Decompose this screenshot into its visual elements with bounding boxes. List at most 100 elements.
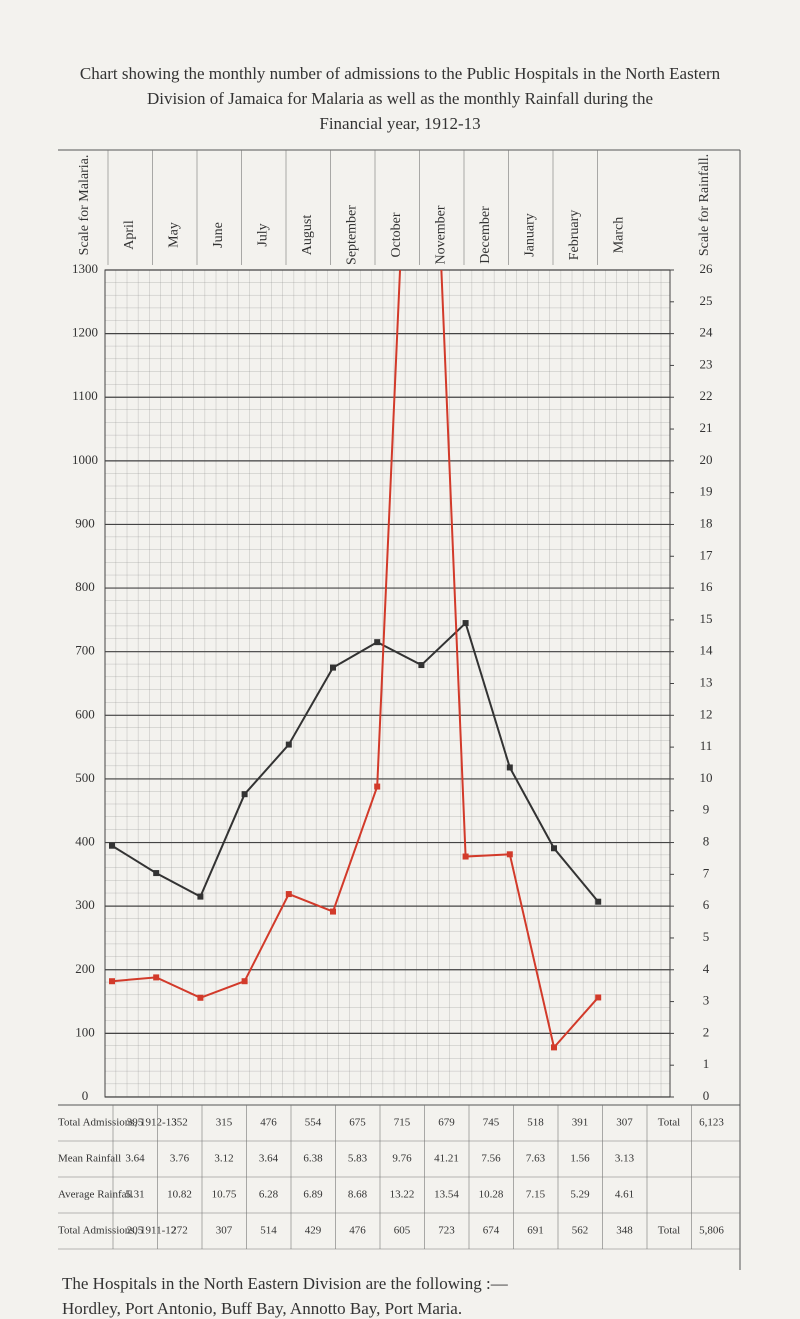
y-tick-label: 700 (75, 643, 95, 658)
x-tick-label: November (434, 205, 449, 264)
table-cell: 5,806 (699, 1225, 724, 1237)
point-marker (374, 783, 381, 790)
table-cell: 13.22 (390, 1189, 415, 1201)
point-marker (330, 908, 336, 915)
y-tick-label: 200 (75, 961, 95, 976)
x-tick-label: August (300, 215, 315, 256)
table-cell: 10.82 (167, 1189, 192, 1201)
table-cell: 745 (483, 1117, 500, 1129)
y2-tick-label: 21 (700, 420, 713, 435)
point-marker (595, 994, 602, 1001)
y-tick-label: 300 (75, 897, 95, 912)
y2-tick-label: 23 (700, 356, 713, 371)
y2-tick-label: 10 (700, 770, 713, 785)
y-tick-label: 0 (82, 1088, 89, 1103)
table-cell: 315 (216, 1117, 233, 1129)
table-cell: 7.56 (481, 1153, 501, 1165)
point-marker (197, 893, 204, 900)
chart-subtitle: Financial year, 1912-13 (319, 114, 480, 133)
table-cell: 307 (216, 1225, 233, 1237)
y2-tick-label: 20 (700, 452, 713, 467)
point-marker (153, 974, 160, 981)
y2-tick-label: 0 (703, 1088, 710, 1103)
point-marker (241, 791, 248, 798)
y-tick-label: 400 (75, 834, 95, 849)
table-cell: 4.61 (615, 1189, 634, 1201)
table-cell: 41.21 (434, 1153, 459, 1165)
table-cell: 715 (394, 1117, 411, 1129)
table-cell: 691 (527, 1225, 544, 1237)
y2-tick-label: 2 (703, 1024, 710, 1039)
table-cell: 3.12 (214, 1153, 233, 1165)
point-marker (285, 741, 292, 748)
x-tick-label: December (478, 206, 493, 264)
y2-tick-label: 15 (700, 611, 713, 626)
table-cell: 8.68 (348, 1189, 368, 1201)
y2-tick-label: 13 (700, 674, 713, 689)
table-cell: 605 (394, 1225, 411, 1237)
table-cell: 395 (127, 1117, 144, 1129)
table-cell: 3.64 (125, 1153, 145, 1165)
y2-tick-label: 19 (700, 484, 713, 499)
y2-tick-label: 5 (703, 929, 710, 944)
table-cell: 554 (305, 1117, 322, 1129)
table-cell: 348 (616, 1225, 633, 1237)
series-line (111, 270, 599, 1050)
y2-tick-label: 16 (700, 579, 714, 594)
point-marker (153, 870, 160, 877)
y-tick-label: 1000 (72, 452, 98, 467)
table-cell: 429 (305, 1225, 322, 1237)
y2-tick-label: 3 (703, 993, 710, 1008)
row-label: Total Admissions, 1912-13 (58, 1117, 177, 1129)
y-tick-label: 600 (75, 706, 95, 721)
point-marker (551, 845, 557, 852)
y2-tick-label: 1 (703, 1056, 710, 1071)
table-cell: 6.89 (303, 1189, 323, 1201)
y2-tick-label: 4 (703, 961, 710, 976)
row-label: Total Admissions, 1911-12 (58, 1225, 176, 1237)
point-marker (462, 620, 469, 627)
point-marker (109, 978, 115, 985)
table-cell: Total (658, 1117, 680, 1129)
y2-tick-label: 7 (703, 865, 710, 880)
y2-tick-label: 22 (700, 388, 713, 403)
y-axis-label: Scale for Malaria. (77, 155, 92, 256)
row-label: Average Rainfall (58, 1189, 133, 1201)
table-cell: 307 (616, 1117, 633, 1129)
chart-title: Chart showing the monthly number of admi… (80, 64, 721, 83)
y2-tick-label: 11 (700, 738, 713, 753)
table-cell: 391 (572, 1117, 589, 1129)
table-cell: 514 (260, 1225, 277, 1237)
table-cell: 675 (349, 1117, 366, 1129)
table-cell: 6.38 (303, 1153, 323, 1165)
table-cell: 205 (127, 1225, 144, 1237)
table-cell: 476 (260, 1117, 277, 1129)
table-cell: 679 (438, 1117, 455, 1129)
x-tick-label: September (345, 205, 360, 265)
point-marker (506, 851, 513, 858)
point-marker (374, 639, 381, 646)
table-cell: 5.29 (570, 1189, 590, 1201)
table-cell: 6.28 (259, 1189, 279, 1201)
row-label: Mean Rainfall (58, 1153, 121, 1165)
point-marker (197, 994, 204, 1001)
y-tick-label: 900 (75, 515, 95, 530)
point-marker (241, 978, 248, 985)
table-cell: 7.15 (526, 1189, 546, 1201)
x-tick-label: April (122, 220, 137, 250)
y2-tick-label: 25 (700, 293, 713, 308)
y2-tick-label: 8 (703, 834, 710, 849)
table-cell: 272 (171, 1225, 188, 1237)
y-tick-label: 500 (75, 770, 95, 785)
table-cell: 352 (171, 1117, 188, 1129)
point-marker (285, 891, 292, 898)
table-cell: 562 (572, 1225, 589, 1237)
table-cell: 9.76 (392, 1153, 412, 1165)
footer-line: The Hospitals in the North Eastern Divis… (62, 1274, 509, 1293)
table-cell: 10.28 (479, 1189, 504, 1201)
table-cell: 3.13 (615, 1153, 635, 1165)
table-cell: 13.54 (434, 1189, 459, 1201)
y-tick-label: 800 (75, 579, 95, 594)
table-cell: 723 (438, 1225, 455, 1237)
table-cell: 5.83 (348, 1153, 368, 1165)
